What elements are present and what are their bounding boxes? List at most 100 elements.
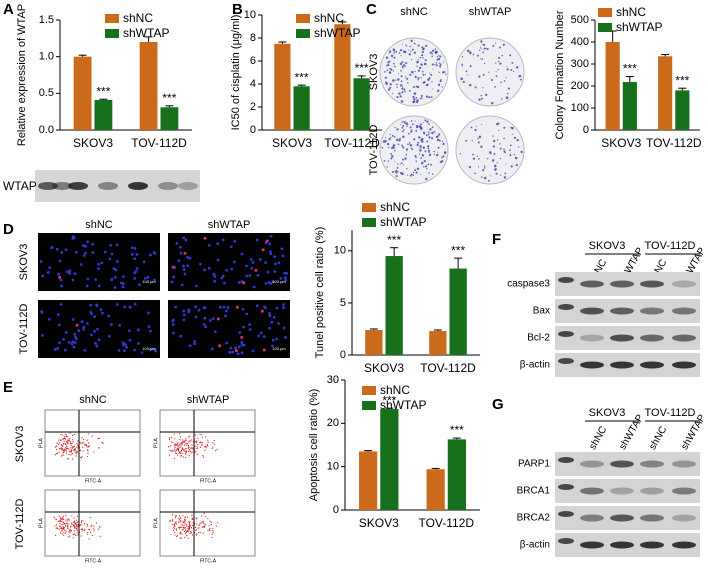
nucleus	[60, 251, 64, 254]
event	[190, 452, 192, 454]
event	[61, 447, 63, 449]
event	[70, 447, 72, 449]
y-tick-label: 1.0	[39, 51, 54, 63]
bar	[385, 256, 403, 355]
colony	[410, 39, 413, 42]
blot-band	[640, 487, 664, 495]
bar	[73, 56, 92, 130]
colony	[402, 135, 405, 139]
nucleus	[179, 334, 183, 338]
nucleus	[207, 243, 211, 247]
colony	[499, 157, 502, 160]
colony	[427, 163, 430, 166]
flow-plot	[159, 409, 256, 477]
significance: ***	[450, 423, 464, 437]
colony	[437, 89, 440, 92]
nucleus	[110, 252, 114, 256]
colony	[519, 78, 522, 81]
event	[66, 445, 68, 448]
colony	[392, 145, 394, 147]
event	[61, 518, 63, 520]
colony	[414, 120, 416, 122]
y-tick-label: 200	[571, 80, 589, 92]
event	[59, 517, 62, 519]
event	[74, 451, 76, 453]
nucleus	[277, 322, 280, 325]
colony	[419, 97, 422, 100]
colony	[401, 91, 404, 94]
colony	[411, 70, 414, 74]
significance: ***	[623, 62, 637, 76]
colony	[425, 95, 429, 98]
colony	[434, 63, 436, 66]
nucleus	[73, 272, 77, 276]
nucleus	[101, 311, 104, 315]
colony	[433, 150, 435, 153]
colony	[410, 130, 413, 133]
nucleus	[48, 266, 52, 270]
legend-label: shNC	[380, 383, 410, 397]
event	[70, 448, 72, 451]
bar	[359, 451, 378, 510]
colony	[492, 135, 494, 137]
colony	[519, 74, 522, 78]
event	[179, 532, 181, 535]
nucleus	[94, 341, 97, 345]
event	[195, 529, 198, 531]
colony	[409, 174, 412, 177]
blot-label: BRCA2	[517, 513, 551, 524]
blot-band	[640, 541, 664, 549]
event	[172, 450, 174, 452]
event	[58, 443, 60, 445]
colony	[421, 70, 424, 73]
event	[80, 535, 82, 537]
nucleus	[56, 347, 60, 350]
event	[216, 522, 219, 524]
colony	[486, 157, 489, 160]
tunel-cell	[218, 344, 222, 348]
event	[174, 438, 176, 440]
colony	[478, 98, 481, 101]
event	[63, 531, 65, 533]
event	[58, 442, 60, 444]
blot-band	[580, 334, 604, 342]
event	[173, 526, 175, 528]
event	[169, 450, 171, 452]
event	[185, 451, 187, 453]
nucleus	[121, 341, 125, 345]
event	[209, 520, 211, 522]
colony	[465, 139, 468, 142]
nucleus	[93, 315, 96, 319]
nucleus	[148, 329, 152, 333]
nucleus	[234, 346, 237, 350]
event	[62, 453, 64, 455]
colony	[476, 54, 479, 57]
nucleus	[268, 314, 272, 318]
colony	[392, 144, 396, 147]
nucleus	[187, 308, 191, 312]
event	[197, 437, 199, 439]
colony	[399, 163, 401, 165]
colony	[386, 166, 388, 168]
nucleus	[70, 342, 74, 346]
group-header: TOV-112D	[645, 240, 696, 252]
blot-band	[580, 280, 604, 288]
nucleus	[203, 306, 207, 309]
event	[179, 532, 182, 534]
nucleus	[172, 318, 175, 322]
colony	[475, 125, 477, 127]
event	[70, 529, 72, 531]
event	[65, 434, 67, 436]
nucleus	[219, 305, 222, 309]
event	[174, 450, 176, 452]
event	[57, 439, 60, 441]
significance: ***	[387, 233, 401, 247]
event	[58, 448, 60, 450]
event	[74, 530, 76, 532]
colony	[417, 58, 419, 61]
nucleus	[136, 328, 140, 332]
colony	[472, 153, 474, 156]
flow-plot	[159, 489, 256, 557]
y-tick-label: 5	[340, 297, 346, 309]
nucleus	[172, 275, 176, 279]
